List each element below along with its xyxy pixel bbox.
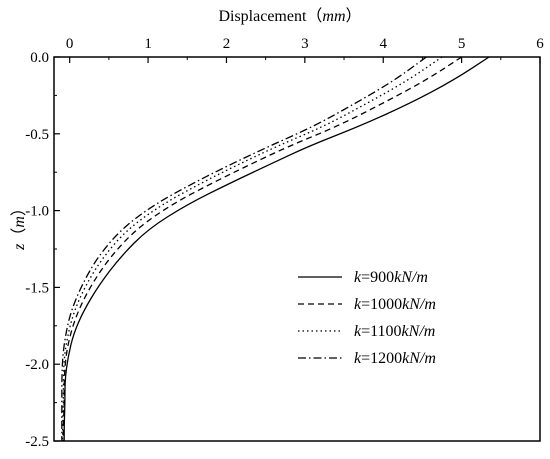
x-tick-label: 2 bbox=[223, 36, 231, 52]
x-tick-label: 6 bbox=[536, 36, 544, 52]
x-tick-label: 5 bbox=[458, 36, 466, 52]
series-line-1000 bbox=[62, 56, 462, 441]
x-tick-label: 1 bbox=[144, 36, 152, 52]
x-ticks: 0 1 2 3 4 5 6 bbox=[66, 36, 544, 63]
series-line-1100 bbox=[61, 56, 443, 441]
legend: k=900kN/m k=1000kN/m k=1100kN/m k=1200kN/m bbox=[298, 269, 436, 367]
x-tick-label: 4 bbox=[379, 36, 387, 52]
x-axis-title: Displacement（mm） bbox=[218, 7, 361, 25]
y-axis-title-open-paren: （ bbox=[10, 228, 28, 244]
y-tick-label: -1.0 bbox=[25, 204, 49, 220]
legend-label-900: k=900kN/m bbox=[354, 269, 428, 286]
series-line-900 bbox=[63, 56, 490, 441]
legend-label-1200: k=1200kN/m bbox=[354, 350, 436, 367]
y-ticks: 0.0 -0.5 -1.0 -1.5 -2.0 -2.5 bbox=[25, 50, 60, 450]
series-line-1200 bbox=[61, 56, 427, 441]
series-lines bbox=[61, 56, 490, 441]
x-axis-title-text: Displacement bbox=[218, 8, 307, 25]
plot-frame bbox=[53, 56, 541, 442]
x-axis-title-unit: mm bbox=[322, 8, 345, 25]
y-tick-label: -1.5 bbox=[25, 280, 49, 296]
x-axis-title-close-paren: ） bbox=[346, 7, 362, 25]
x-axis-title-open-paren: （ bbox=[306, 7, 322, 25]
y-tick-label: -2.0 bbox=[25, 357, 49, 373]
legend-label-1000: k=1000kN/m bbox=[354, 296, 436, 313]
y-axis-title-close-paren: ） bbox=[10, 200, 28, 216]
y-axis-title-symbol: z bbox=[11, 243, 28, 251]
y-tick-label: -0.5 bbox=[25, 127, 49, 143]
y-axis-title: z（m） bbox=[10, 200, 28, 251]
x-tick-label: 3 bbox=[301, 36, 309, 52]
x-tick-label: 0 bbox=[66, 36, 74, 52]
y-tick-label: -2.5 bbox=[25, 434, 49, 450]
y-tick-label: 0.0 bbox=[30, 50, 49, 66]
legend-label-1100: k=1100kN/m bbox=[354, 323, 435, 340]
y-axis-title-unit: m bbox=[11, 216, 28, 228]
